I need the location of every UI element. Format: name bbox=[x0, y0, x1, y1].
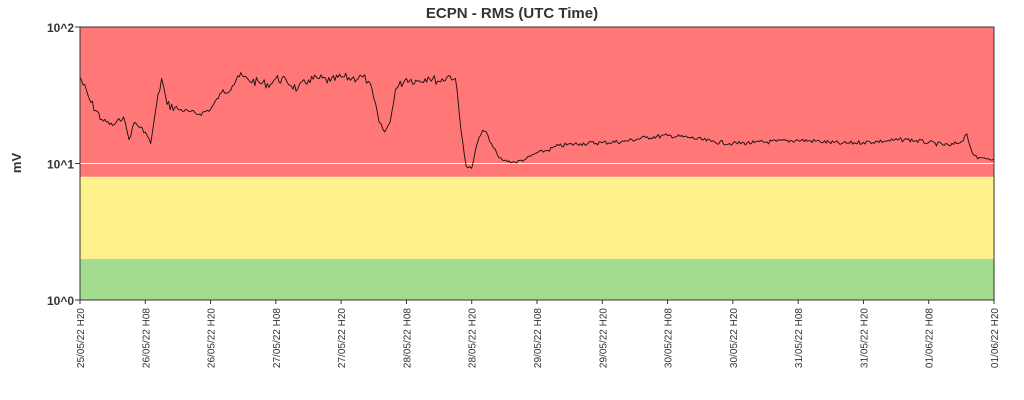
threshold-bands bbox=[80, 27, 994, 300]
x-tick-label-4: 27/05/22 H20 bbox=[337, 308, 348, 368]
x-tick-label-5: 28/05/22 H08 bbox=[402, 308, 413, 368]
y-axis-label: mV bbox=[9, 153, 24, 174]
x-tick-label-6: 28/05/22 H20 bbox=[468, 308, 479, 368]
x-tick-labels: 25/05/22 H20 26/05/22 H08 26/05/22 H20 27/0… bbox=[76, 300, 1001, 368]
x-tick-label-9: 30/05/22 H08 bbox=[664, 308, 675, 368]
x-tick-label-12: 31/05/22 H20 bbox=[859, 308, 870, 368]
x-tick-label-14: 01/06/22 H20 bbox=[990, 308, 1001, 368]
chart-title: ECPN - RMS (UTC Time) bbox=[426, 5, 598, 22]
threshold-band-1 bbox=[80, 176, 994, 259]
y-tick-labels: 10^0 10^1 10^2 bbox=[47, 21, 80, 308]
x-tick-label-11: 31/05/22 H08 bbox=[794, 308, 805, 368]
series-layer bbox=[79, 72, 995, 169]
threshold-band-2 bbox=[80, 27, 994, 177]
y-tick-label-2: 10^2 bbox=[47, 21, 74, 35]
x-tick-label-10: 30/05/22 H20 bbox=[729, 308, 740, 368]
y-tick-label-0: 10^0 bbox=[47, 294, 74, 308]
x-tick-label-2: 26/05/22 H20 bbox=[207, 308, 218, 368]
x-tick-label-13: 01/06/22 H08 bbox=[925, 308, 936, 368]
x-tick-label-3: 27/05/22 H08 bbox=[272, 308, 283, 368]
series-line-0 bbox=[79, 72, 995, 169]
x-tick-label-8: 29/05/22 H20 bbox=[598, 308, 609, 368]
y-tick-label-1: 10^1 bbox=[47, 158, 74, 172]
x-tick-label-0: 25/05/22 H20 bbox=[76, 308, 87, 368]
x-tick-label-7: 29/05/22 H08 bbox=[533, 308, 544, 368]
x-tick-label-1: 26/05/22 H08 bbox=[141, 308, 152, 368]
threshold-band-0 bbox=[80, 258, 994, 300]
